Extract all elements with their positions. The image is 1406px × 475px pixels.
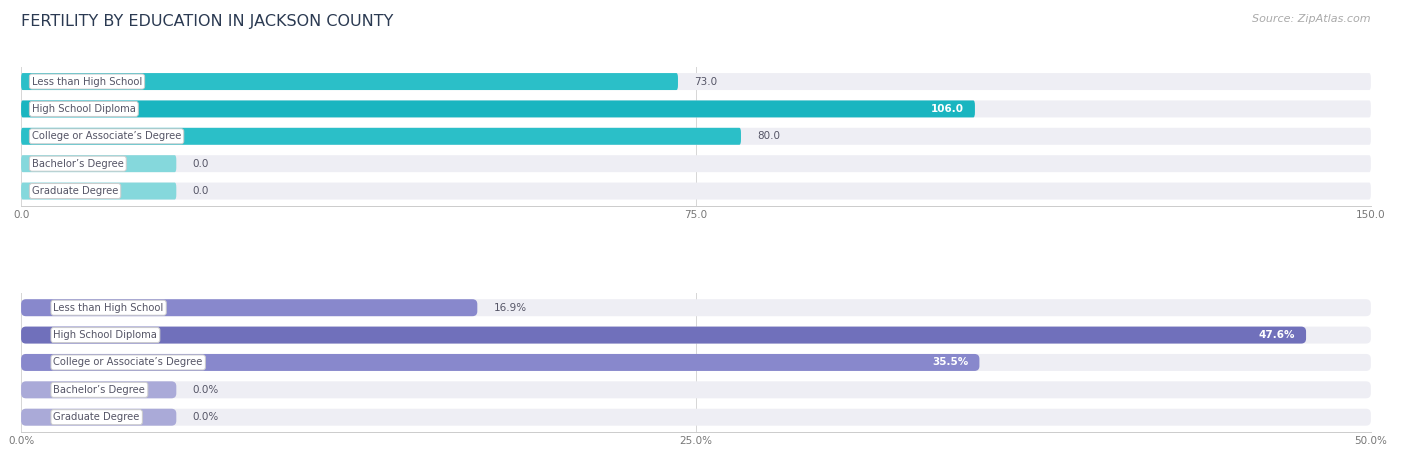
Text: Graduate Degree: Graduate Degree: [32, 186, 118, 196]
FancyBboxPatch shape: [21, 408, 1371, 426]
FancyBboxPatch shape: [21, 128, 741, 145]
Text: 16.9%: 16.9%: [494, 303, 527, 313]
FancyBboxPatch shape: [21, 73, 1371, 90]
FancyBboxPatch shape: [21, 381, 1371, 399]
Text: Graduate Degree: Graduate Degree: [32, 186, 118, 196]
Text: Bachelor’s Degree: Bachelor’s Degree: [53, 385, 145, 395]
Text: Graduate Degree: Graduate Degree: [53, 412, 139, 422]
Text: 106.0: 106.0: [931, 104, 965, 114]
FancyBboxPatch shape: [21, 182, 1371, 200]
FancyBboxPatch shape: [21, 155, 1371, 172]
FancyBboxPatch shape: [21, 182, 176, 200]
Text: FERTILITY BY EDUCATION IN JACKSON COUNTY: FERTILITY BY EDUCATION IN JACKSON COUNTY: [21, 14, 394, 29]
FancyBboxPatch shape: [21, 408, 176, 426]
Text: College or Associate’s Degree: College or Associate’s Degree: [32, 131, 181, 141]
Text: College or Associate’s Degree: College or Associate’s Degree: [53, 358, 202, 368]
Text: 47.6%: 47.6%: [1258, 330, 1295, 340]
Text: Bachelor’s Degree: Bachelor’s Degree: [32, 159, 124, 169]
Text: High School Diploma: High School Diploma: [53, 330, 157, 340]
Text: High School Diploma: High School Diploma: [32, 104, 136, 114]
Text: 0.0%: 0.0%: [193, 385, 219, 395]
Text: 0.0: 0.0: [193, 186, 209, 196]
Text: Less than High School: Less than High School: [32, 76, 142, 86]
FancyBboxPatch shape: [21, 299, 477, 316]
FancyBboxPatch shape: [21, 128, 1371, 145]
Text: College or Associate’s Degree: College or Associate’s Degree: [32, 131, 181, 141]
Text: High School Diploma: High School Diploma: [53, 330, 157, 340]
Text: College or Associate’s Degree: College or Associate’s Degree: [53, 358, 202, 368]
FancyBboxPatch shape: [21, 155, 176, 172]
Text: 0.0%: 0.0%: [193, 412, 219, 422]
Text: Source: ZipAtlas.com: Source: ZipAtlas.com: [1253, 14, 1371, 24]
FancyBboxPatch shape: [21, 327, 1306, 343]
Text: Less than High School: Less than High School: [32, 76, 142, 86]
Text: High School Diploma: High School Diploma: [32, 104, 136, 114]
Text: Less than High School: Less than High School: [53, 303, 163, 313]
FancyBboxPatch shape: [21, 299, 1371, 316]
Text: 0.0: 0.0: [193, 159, 209, 169]
Text: 80.0: 80.0: [758, 131, 780, 141]
Text: Bachelor’s Degree: Bachelor’s Degree: [32, 159, 124, 169]
Text: Graduate Degree: Graduate Degree: [53, 412, 139, 422]
Text: Less than High School: Less than High School: [53, 303, 163, 313]
Text: 73.0: 73.0: [695, 76, 717, 86]
FancyBboxPatch shape: [21, 327, 1371, 343]
Text: 35.5%: 35.5%: [932, 358, 969, 368]
FancyBboxPatch shape: [21, 354, 1371, 371]
FancyBboxPatch shape: [21, 73, 678, 90]
Text: Bachelor’s Degree: Bachelor’s Degree: [53, 385, 145, 395]
FancyBboxPatch shape: [21, 100, 1371, 117]
FancyBboxPatch shape: [21, 100, 974, 117]
FancyBboxPatch shape: [21, 354, 980, 371]
FancyBboxPatch shape: [21, 381, 176, 399]
